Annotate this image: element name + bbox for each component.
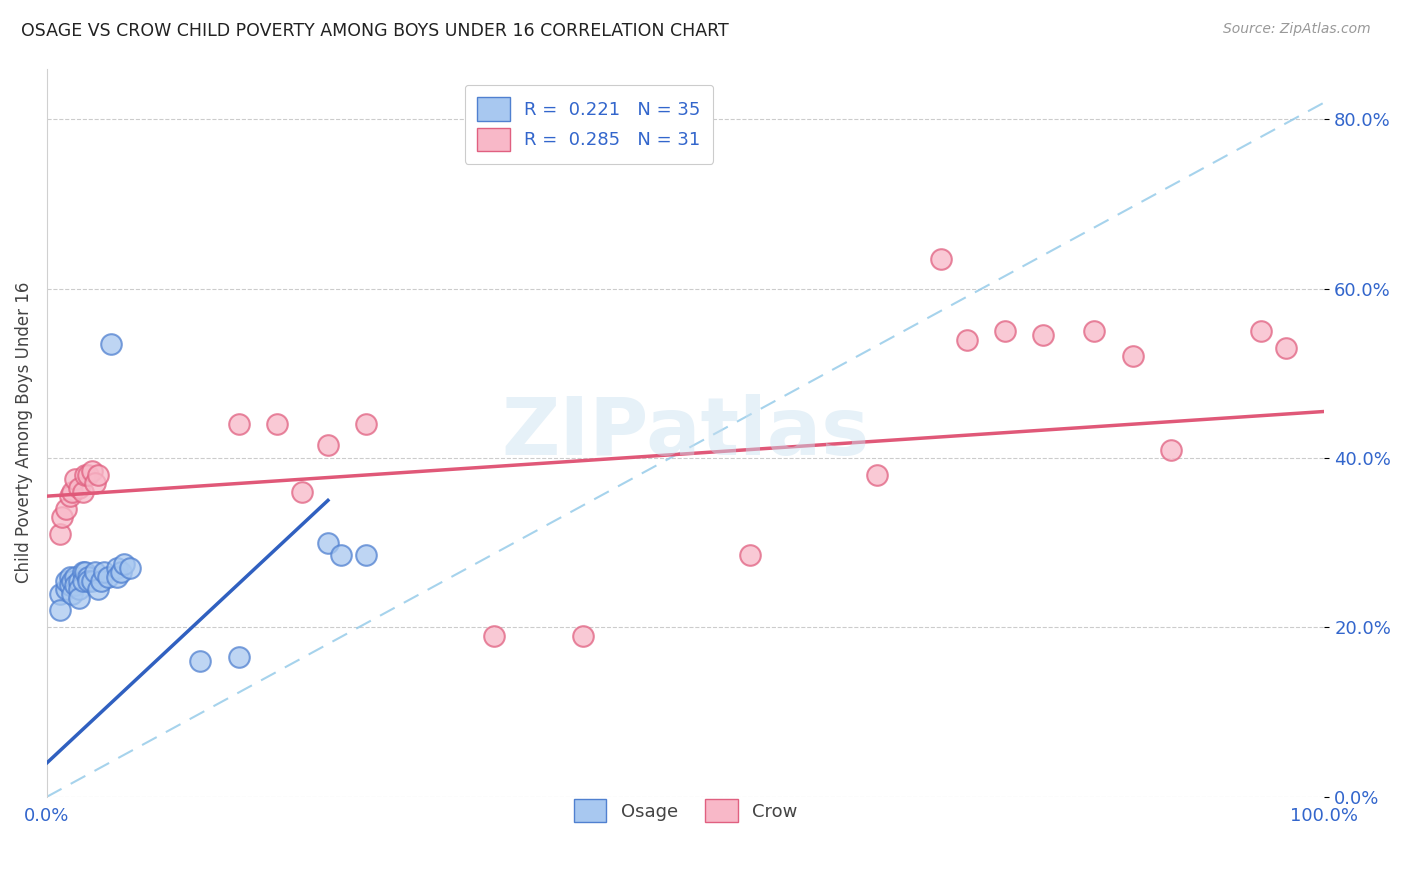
Point	[266, 417, 288, 432]
Point	[72, 484, 94, 499]
Y-axis label: Child Poverty Among Boys Under 16: Child Poverty Among Boys Under 16	[15, 282, 32, 583]
Point	[55, 501, 77, 516]
Point	[228, 650, 250, 665]
Point	[100, 336, 122, 351]
Point	[76, 468, 98, 483]
Point	[1083, 324, 1105, 338]
Point	[1160, 442, 1182, 457]
Point	[75, 468, 97, 483]
Legend: Osage, Crow: Osage, Crow	[561, 787, 810, 835]
Point	[76, 574, 98, 588]
Point	[118, 561, 141, 575]
Point	[994, 324, 1017, 338]
Point	[84, 566, 107, 580]
Point	[62, 484, 84, 499]
Point	[866, 468, 889, 483]
Point	[291, 484, 314, 499]
Point	[93, 566, 115, 580]
Point	[572, 629, 595, 643]
Point	[929, 252, 952, 266]
Point	[110, 566, 132, 580]
Point	[67, 591, 90, 605]
Point	[80, 574, 103, 588]
Point	[48, 603, 70, 617]
Point	[76, 569, 98, 583]
Point	[48, 527, 70, 541]
Point	[1275, 341, 1298, 355]
Point	[59, 578, 82, 592]
Point	[80, 464, 103, 478]
Point	[87, 582, 110, 597]
Point	[112, 557, 135, 571]
Point	[956, 333, 979, 347]
Point	[90, 574, 112, 588]
Point	[1032, 328, 1054, 343]
Point	[329, 549, 352, 563]
Text: ZIPatlas: ZIPatlas	[502, 393, 870, 472]
Point	[63, 578, 86, 592]
Point	[316, 438, 339, 452]
Text: OSAGE VS CROW CHILD POVERTY AMONG BOYS UNDER 16 CORRELATION CHART: OSAGE VS CROW CHILD POVERTY AMONG BOYS U…	[21, 22, 728, 40]
Point	[738, 549, 761, 563]
Point	[59, 489, 82, 503]
Point	[51, 510, 73, 524]
Point	[55, 582, 77, 597]
Point	[1122, 350, 1144, 364]
Point	[188, 654, 211, 668]
Point	[87, 468, 110, 483]
Point	[62, 574, 84, 588]
Point	[72, 566, 94, 580]
Text: Source: ZipAtlas.com: Source: ZipAtlas.com	[1223, 22, 1371, 37]
Point	[67, 582, 90, 597]
Point	[482, 629, 505, 643]
Point	[59, 569, 82, 583]
Point	[75, 566, 97, 580]
Point	[316, 535, 339, 549]
Point	[72, 574, 94, 588]
Point	[67, 574, 90, 588]
Point	[356, 549, 378, 563]
Point	[62, 586, 84, 600]
Point	[67, 481, 90, 495]
Point	[105, 561, 128, 575]
Point	[84, 476, 107, 491]
Point	[63, 472, 86, 486]
Point	[356, 417, 378, 432]
Point	[1250, 324, 1272, 338]
Point	[48, 586, 70, 600]
Point	[228, 417, 250, 432]
Point	[105, 569, 128, 583]
Point	[55, 574, 77, 588]
Point	[97, 569, 120, 583]
Point	[63, 569, 86, 583]
